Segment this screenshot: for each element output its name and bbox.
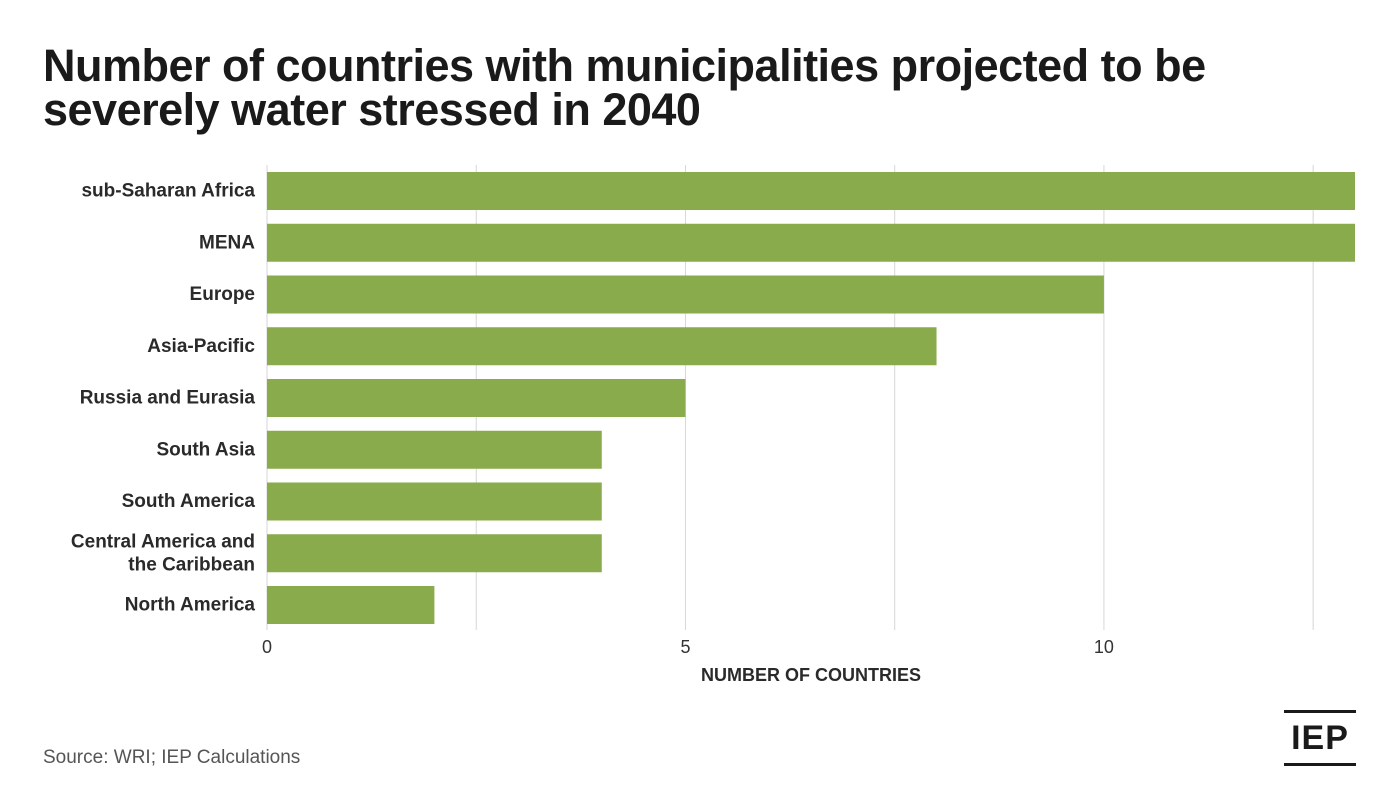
bar-2 — [267, 275, 1104, 314]
x-tick-label-2: 10 — [1094, 637, 1114, 657]
category-label-4: Russia and Eurasia — [80, 388, 256, 409]
category-label-7-0: Central America and — [71, 531, 255, 552]
bar-5 — [267, 430, 602, 469]
chart-title: Number of countries with municipalities … — [43, 40, 1206, 135]
bar-7 — [267, 534, 602, 573]
category-label-2: Europe — [190, 284, 255, 305]
category-label-3: Asia-Pacific — [147, 336, 255, 357]
x-tick-labels: 0 5 10 — [262, 637, 1114, 657]
bar-4 — [267, 379, 686, 417]
bar-1 — [267, 223, 1355, 262]
x-axis-title: NUMBER OF COUNTRIES — [701, 665, 921, 685]
category-label-8: North America — [125, 595, 256, 616]
bar-8 — [267, 586, 435, 624]
bars — [267, 172, 1355, 624]
iep-logo: IEP — [1284, 710, 1356, 766]
bar-chart: sub-Saharan Africa MENA Europe Asia-Pacific… — [71, 165, 1355, 685]
bar-6 — [267, 482, 602, 521]
bar-3 — [267, 327, 937, 366]
x-tick-label-1: 5 — [680, 637, 690, 657]
category-label-5: South Asia — [156, 439, 255, 460]
category-label-0: sub-Saharan Africa — [81, 181, 255, 202]
x-tick-label-0: 0 — [262, 637, 272, 657]
bar-0 — [267, 172, 1355, 210]
category-labels: sub-Saharan Africa MENA Europe Asia-Pacific… — [71, 181, 256, 616]
category-label-6: South America — [122, 491, 256, 512]
source-note: Source: WRI; IEP Calculations — [43, 747, 301, 768]
category-label-7-1: the Caribbean — [128, 554, 255, 575]
category-label-1: MENA — [199, 232, 255, 253]
